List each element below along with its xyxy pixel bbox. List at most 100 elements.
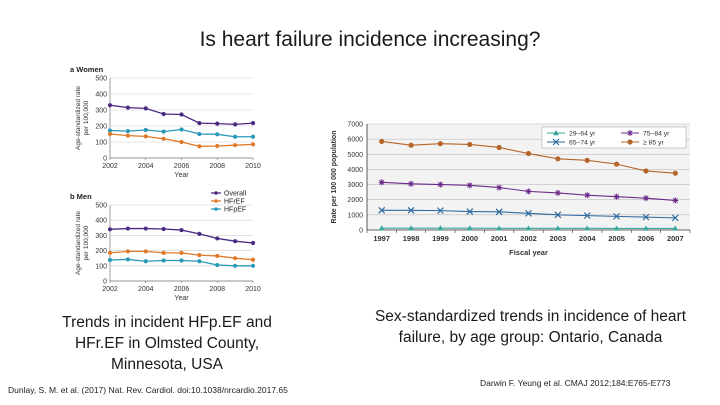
data-point [161, 258, 166, 263]
legend-marker [627, 139, 633, 145]
legend-marker [627, 130, 633, 136]
data-point [161, 226, 166, 232]
legend-box [541, 126, 687, 149]
data-point [143, 259, 148, 264]
y-tick-label: 4000 [347, 167, 363, 174]
data-point [495, 208, 503, 216]
legend-label: 75–84 yr [643, 131, 670, 138]
y-tick-label: 100 [95, 140, 107, 147]
data-point [215, 143, 220, 149]
y-tick-label: 100 [95, 263, 107, 270]
y-axis-title: Age-standardized rate [75, 86, 82, 150]
y-tick-label: 300 [95, 233, 107, 240]
data-point [161, 129, 166, 134]
panel-men: b Men 0 100 200 300 400 500 2002 2004 2006 2008 201… [70, 191, 261, 303]
y-tick-label: 200 [95, 248, 107, 255]
data-point [437, 181, 444, 188]
legend-label: 65–74 yr [569, 140, 596, 147]
data-point [125, 129, 130, 134]
data-point [584, 225, 591, 231]
x-tick-label: 2007 [667, 234, 684, 243]
data-point [613, 225, 620, 231]
data-point [643, 168, 649, 174]
data-point [672, 170, 678, 176]
data-point [525, 188, 532, 195]
data-point [179, 250, 184, 255]
data-point [197, 253, 202, 258]
data-point [437, 225, 444, 231]
x-tick-label: 2005 [608, 234, 625, 243]
y-axis-title-line2: per 100,000 [83, 225, 90, 260]
data-point [467, 141, 473, 148]
x-tick-label: 2001 [491, 234, 508, 243]
x-tick-label: 2008 [209, 286, 225, 293]
y-tick-label: 500 [95, 76, 107, 83]
x-tick-label: 2002 [102, 286, 118, 293]
legend-marker [214, 191, 218, 195]
data-point [437, 141, 444, 147]
data-point [250, 263, 256, 268]
y-tick-label: 300 [95, 108, 107, 115]
data-point [197, 144, 202, 149]
x-axis-title: Year [174, 295, 189, 302]
y-tick-label: 7000 [347, 122, 363, 129]
data-point [436, 207, 444, 215]
data-point [215, 262, 220, 268]
data-point [107, 103, 113, 108]
x-tick-label: 2004 [138, 163, 154, 170]
data-point [161, 250, 166, 255]
data-point [215, 132, 220, 137]
data-point [642, 195, 649, 202]
data-point [250, 240, 256, 246]
right-caption: Sex-standardized trends in incidence of … [374, 308, 687, 346]
data-point [125, 249, 130, 254]
x-tick-label: 1998 [403, 234, 420, 243]
data-point [125, 226, 130, 231]
y-axis-title: Age-standardized rate [75, 211, 82, 275]
y-tick-label: 1000 [347, 212, 363, 219]
x-tick-label: 2006 [174, 163, 190, 170]
data-point [642, 225, 649, 231]
data-point [250, 121, 256, 126]
data-point [466, 225, 473, 231]
data-point [525, 150, 532, 157]
data-point [525, 225, 532, 231]
data-point [496, 144, 502, 151]
data-point [179, 139, 184, 145]
data-point [250, 142, 256, 147]
legend-marker [214, 207, 218, 211]
data-point [378, 206, 386, 214]
data-point [107, 257, 113, 263]
data-point [215, 236, 220, 241]
legend-label: 29–64 yr [569, 131, 596, 138]
data-point [233, 256, 238, 261]
data-point [554, 225, 561, 231]
data-point [379, 138, 385, 145]
y-tick-label: 5000 [347, 152, 363, 159]
data-point [143, 127, 148, 133]
data-point [496, 225, 503, 231]
data-point [554, 211, 562, 219]
data-point [107, 128, 113, 133]
data-point [143, 134, 148, 139]
legend-marker [214, 199, 218, 203]
data-point [125, 105, 130, 110]
left-citation: Dunlay, S. M. et al. (2017) Nat. Rev. Ca… [8, 385, 288, 395]
y-tick-label: 0 [359, 228, 363, 235]
data-point [143, 226, 148, 231]
data-point [179, 112, 184, 117]
data-point [233, 239, 238, 244]
x-axis-title: Year [174, 172, 189, 179]
y-tick-label: 400 [95, 92, 107, 99]
data-point [215, 253, 220, 259]
legend-marker [553, 130, 559, 136]
x-tick-label: 1997 [373, 234, 390, 243]
data-point [408, 225, 415, 231]
y-tick-label: 0 [103, 279, 107, 286]
data-point [378, 179, 385, 186]
data-point [143, 249, 148, 254]
x-tick-label: 2000 [461, 234, 478, 243]
panel-label: a Women [70, 65, 104, 74]
data-point [466, 182, 473, 189]
